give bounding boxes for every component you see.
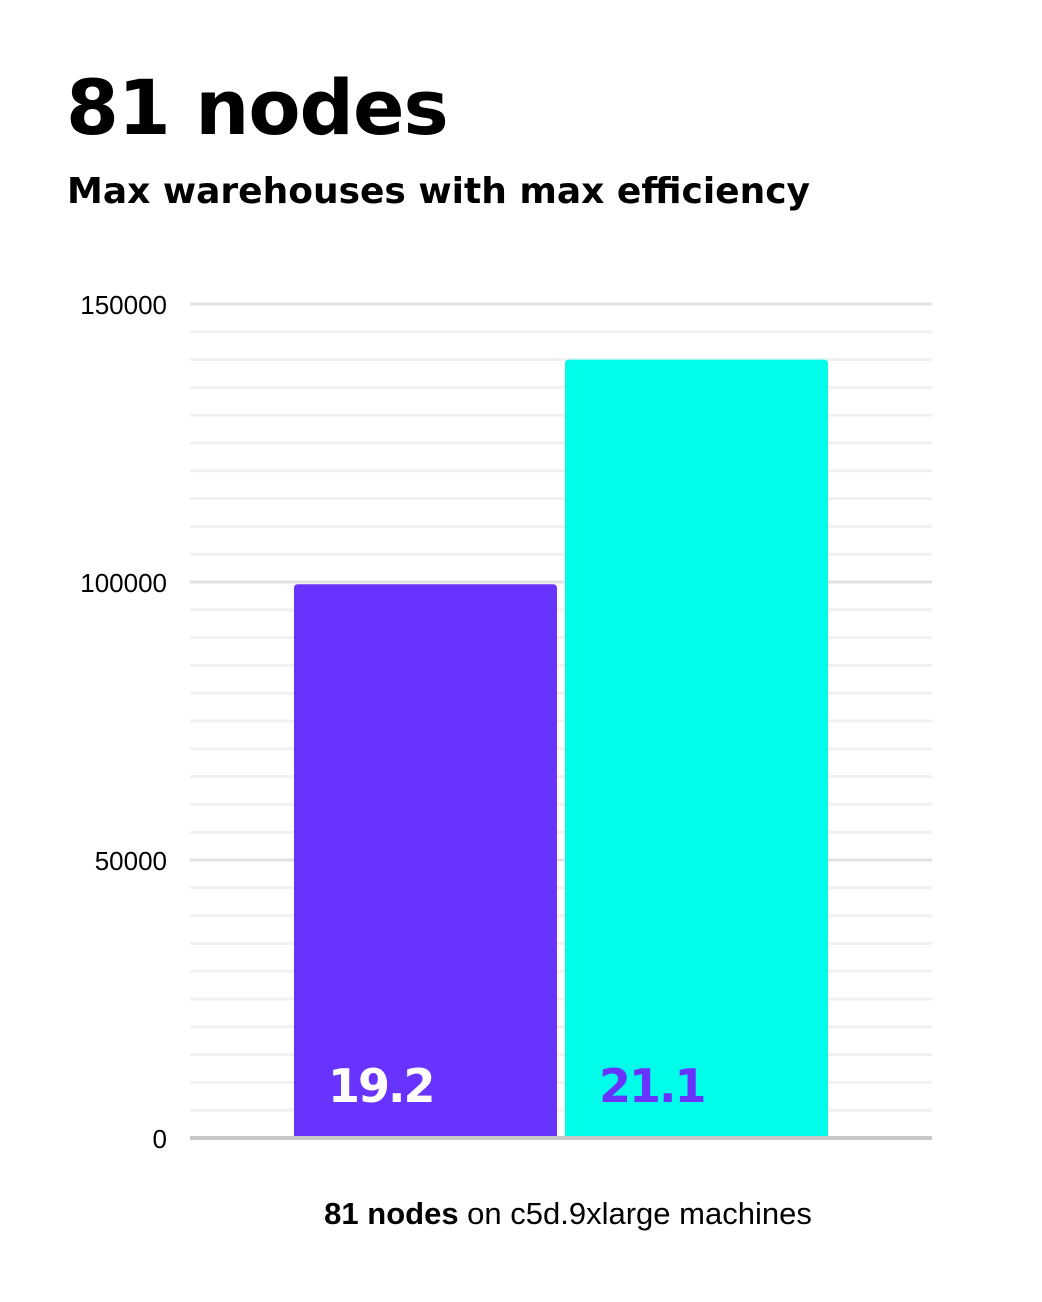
bar-data-label: 21.1 [599, 1059, 705, 1113]
chart-subtitle: Max warehouses with max efficiency [67, 171, 811, 212]
bar-data-label: 19.2 [328, 1059, 434, 1113]
y-tick-label: 50000 [95, 846, 167, 876]
y-tick-label: 150000 [80, 290, 167, 320]
y-tick-label: 0 [153, 1124, 167, 1154]
bar [565, 359, 828, 1137]
y-tick-label: 100000 [80, 568, 167, 598]
caption-bold: 81 nodes [324, 1196, 459, 1231]
x-axis-caption: 81 nodes on c5d.9xlarge machines [0, 1196, 1042, 1232]
bar [294, 584, 557, 1136]
caption-rest: on c5d.9xlarge machines [458, 1196, 812, 1231]
chart-title: 81 nodes [66, 63, 449, 152]
